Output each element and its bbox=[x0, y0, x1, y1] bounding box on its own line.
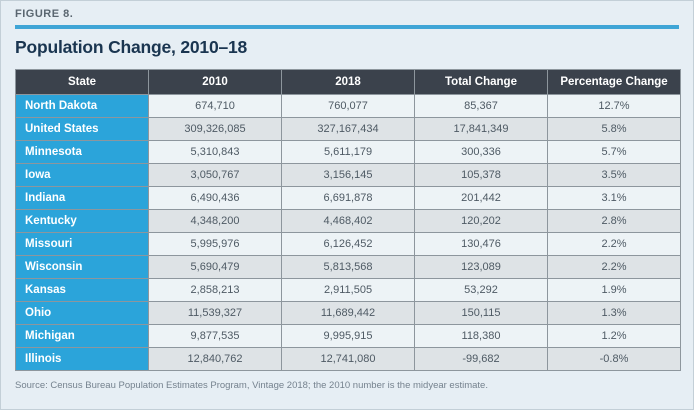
value-cell: 123,089 bbox=[414, 255, 548, 279]
value-cell: 9,877,535 bbox=[148, 324, 282, 348]
value-cell: 2.8% bbox=[547, 209, 681, 233]
value-cell: 3,156,145 bbox=[281, 163, 415, 187]
value-cell: 12,741,080 bbox=[281, 347, 415, 371]
table-row: Wisconsin 5,690,479 5,813,568 123,089 2.2% bbox=[15, 255, 681, 279]
value-cell: 5,690,479 bbox=[148, 255, 282, 279]
table-row: Ohio 11,539,327 11,689,442 150,115 1.3% bbox=[15, 301, 681, 325]
header-row: State 2010 2018 Total Change Percentage … bbox=[15, 69, 681, 95]
value-cell: 53,292 bbox=[414, 278, 548, 302]
value-cell: 309,326,085 bbox=[148, 117, 282, 141]
state-cell: Ohio bbox=[15, 301, 149, 325]
table-row: North Dakota 674,710 760,077 85,367 12.7% bbox=[15, 94, 681, 118]
value-cell: 4,468,402 bbox=[281, 209, 415, 233]
column-header-total-change: Total Change bbox=[414, 69, 548, 95]
value-cell: 9,995,915 bbox=[281, 324, 415, 348]
value-cell: 201,442 bbox=[414, 186, 548, 210]
value-cell: 327,167,434 bbox=[281, 117, 415, 141]
state-cell: Minnesota bbox=[15, 140, 149, 164]
column-header-state: State bbox=[15, 69, 149, 95]
value-cell: 150,115 bbox=[414, 301, 548, 325]
value-cell: 85,367 bbox=[414, 94, 548, 118]
value-cell: 6,691,878 bbox=[281, 186, 415, 210]
state-cell: North Dakota bbox=[15, 94, 149, 118]
value-cell: 674,710 bbox=[148, 94, 282, 118]
state-cell: Indiana bbox=[15, 186, 149, 210]
table-row: Kansas 2,858,213 2,911,505 53,292 1.9% bbox=[15, 278, 681, 302]
value-cell: 300,336 bbox=[414, 140, 548, 164]
value-cell: 130,476 bbox=[414, 232, 548, 256]
column-header-2010: 2010 bbox=[148, 69, 282, 95]
value-cell: 3,050,767 bbox=[148, 163, 282, 187]
table-row: Illinois 12,840,762 12,741,080 -99,682 -0.8% bbox=[15, 347, 681, 371]
state-cell: Wisconsin bbox=[15, 255, 149, 279]
table-row: Iowa 3,050,767 3,156,145 105,378 3.5% bbox=[15, 163, 681, 187]
accent-rule-divider bbox=[15, 25, 679, 29]
value-cell: 2,911,505 bbox=[281, 278, 415, 302]
state-cell: Kentucky bbox=[15, 209, 149, 233]
value-cell: 6,126,452 bbox=[281, 232, 415, 256]
figure-label: FIGURE 8. bbox=[15, 8, 74, 20]
table-header: State 2010 2018 Total Change Percentage … bbox=[15, 69, 681, 95]
value-cell: -99,682 bbox=[414, 347, 548, 371]
table-body: North Dakota 674,710 760,077 85,367 12.7% Uni… bbox=[15, 94, 681, 371]
value-cell: 3.1% bbox=[547, 186, 681, 210]
value-cell: 5.7% bbox=[547, 140, 681, 164]
state-cell: Michigan bbox=[15, 324, 149, 348]
value-cell: 2.2% bbox=[547, 232, 681, 256]
column-header-percentage-change: Percentage Change bbox=[547, 69, 681, 95]
value-cell: 3.5% bbox=[547, 163, 681, 187]
value-cell: 11,539,327 bbox=[148, 301, 282, 325]
state-cell: United States bbox=[15, 117, 149, 141]
table-row: United States 309,326,085 327,167,434 17,84… bbox=[15, 117, 681, 141]
value-cell: 1.3% bbox=[547, 301, 681, 325]
value-cell: 17,841,349 bbox=[414, 117, 548, 141]
value-cell: 2.2% bbox=[547, 255, 681, 279]
table-row: Kentucky 4,348,200 4,468,402 120,202 2.8% bbox=[15, 209, 681, 233]
value-cell: 5,310,843 bbox=[148, 140, 282, 164]
source-note: Source: Census Bureau Population Estimat… bbox=[15, 380, 488, 391]
column-header-2018: 2018 bbox=[281, 69, 415, 95]
value-cell: 4,348,200 bbox=[148, 209, 282, 233]
state-cell: Missouri bbox=[15, 232, 149, 256]
state-cell: Kansas bbox=[15, 278, 149, 302]
value-cell: 118,380 bbox=[414, 324, 548, 348]
value-cell: 2,858,213 bbox=[148, 278, 282, 302]
value-cell: -0.8% bbox=[547, 347, 681, 371]
value-cell: 1.2% bbox=[547, 324, 681, 348]
table-row: Missouri 5,995,976 6,126,452 130,476 2.2% bbox=[15, 232, 681, 256]
state-cell: Illinois bbox=[15, 347, 149, 371]
value-cell: 1.9% bbox=[547, 278, 681, 302]
value-cell: 120,202 bbox=[414, 209, 548, 233]
value-cell: 11,689,442 bbox=[281, 301, 415, 325]
table-row: Indiana 6,490,436 6,691,878 201,442 3.1% bbox=[15, 186, 681, 210]
value-cell: 5,813,568 bbox=[281, 255, 415, 279]
page-title: Population Change, 2010–18 bbox=[15, 37, 248, 57]
value-cell: 760,077 bbox=[281, 94, 415, 118]
table-row: Michigan 9,877,535 9,995,915 118,380 1.2% bbox=[15, 324, 681, 348]
value-cell: 6,490,436 bbox=[148, 186, 282, 210]
value-cell: 5,611,179 bbox=[281, 140, 415, 164]
value-cell: 5.8% bbox=[547, 117, 681, 141]
table-row: Minnesota 5,310,843 5,611,179 300,336 5.7% bbox=[15, 140, 681, 164]
value-cell: 12,840,762 bbox=[148, 347, 282, 371]
value-cell: 5,995,976 bbox=[148, 232, 282, 256]
population-table: State 2010 2018 Total Change Percentage … bbox=[15, 69, 681, 371]
value-cell: 105,378 bbox=[414, 163, 548, 187]
state-cell: Iowa bbox=[15, 163, 149, 187]
value-cell: 12.7% bbox=[547, 94, 681, 118]
